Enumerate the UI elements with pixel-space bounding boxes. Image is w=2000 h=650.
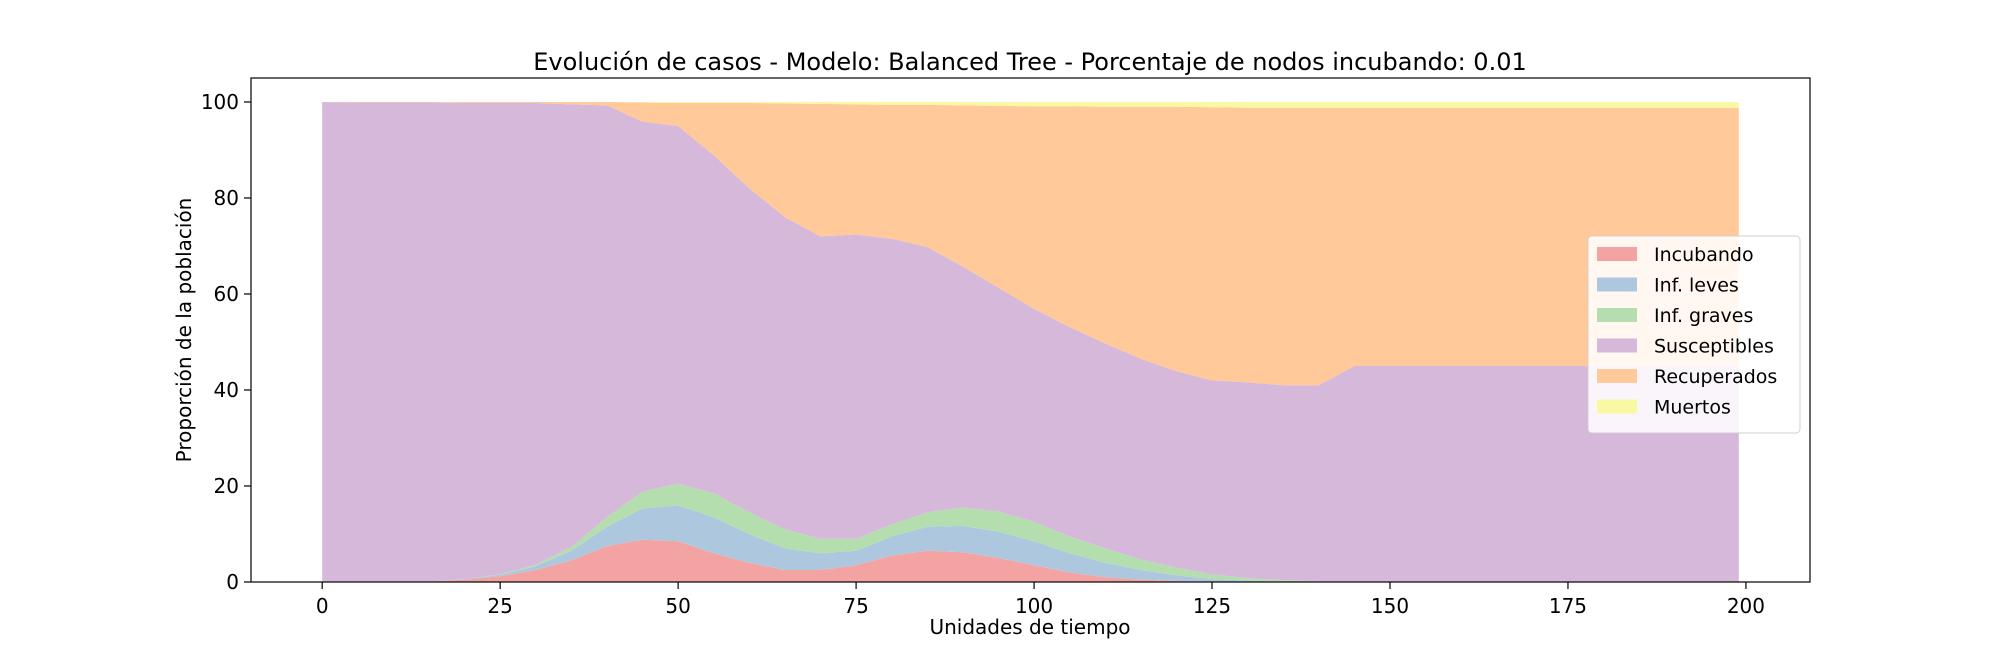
legend-swatch: [1597, 308, 1637, 322]
y-tick-label: 80: [214, 186, 239, 210]
legend-swatch: [1597, 369, 1637, 383]
area-series-4: [322, 102, 1739, 582]
area-series-1: [322, 539, 1739, 582]
legend-label: Muertos: [1654, 397, 1731, 419]
y-tick-label: 100: [201, 90, 239, 114]
area-series-5: [322, 102, 1739, 386]
x-tick-label: 125: [1193, 594, 1231, 618]
x-tick-label: 25: [487, 594, 512, 618]
legend: Incubando Inf. leves Inf. graves Susceptibl…: [1587, 235, 1801, 434]
y-tick-label: 60: [214, 282, 239, 306]
y-tick-label: 20: [214, 474, 239, 498]
area-layers: [322, 102, 1739, 582]
legend-swatch: [1597, 277, 1637, 292]
legend-label: Susceptibles: [1654, 336, 1774, 358]
area-series-2: [322, 505, 1739, 582]
legend-swatch: [1597, 338, 1637, 353]
x-tick-label: 0: [316, 594, 329, 618]
x-tick-label: 200: [1727, 594, 1765, 618]
y-axis-ticks: 0 20 40 60 80 100: [201, 90, 251, 594]
plot-frame: [250, 77, 1811, 583]
y-axis-label: Proporción de la población: [172, 198, 196, 463]
x-axis-ticks: 0 25 50 75 100 125 150 175 200: [316, 582, 1765, 618]
x-tick-label: 50: [665, 594, 690, 618]
chart-title: Evolución de casos - Modelo: Balanced Tr…: [533, 48, 1527, 76]
legend-label: Recuperados: [1654, 366, 1777, 388]
x-tick-label: 75: [843, 594, 868, 618]
legend-swatch: [1597, 399, 1637, 414]
x-axis-label: Unidades de tiempo: [929, 615, 1130, 639]
x-tick-label: 175: [1549, 594, 1587, 618]
legend-box: [1587, 235, 1801, 434]
area-series-6: [322, 102, 1739, 108]
x-tick-label: 100: [1015, 594, 1053, 618]
area-series-3: [322, 483, 1739, 582]
legend-label: Incubando: [1654, 244, 1754, 266]
legend-label: Inf. graves: [1654, 305, 1753, 327]
y-tick-label: 0: [226, 570, 239, 594]
x-tick-label: 150: [1371, 594, 1409, 618]
legend-label: Inf. leves: [1654, 275, 1739, 297]
y-tick-label: 40: [214, 378, 239, 402]
legend-swatch: [1597, 247, 1637, 261]
